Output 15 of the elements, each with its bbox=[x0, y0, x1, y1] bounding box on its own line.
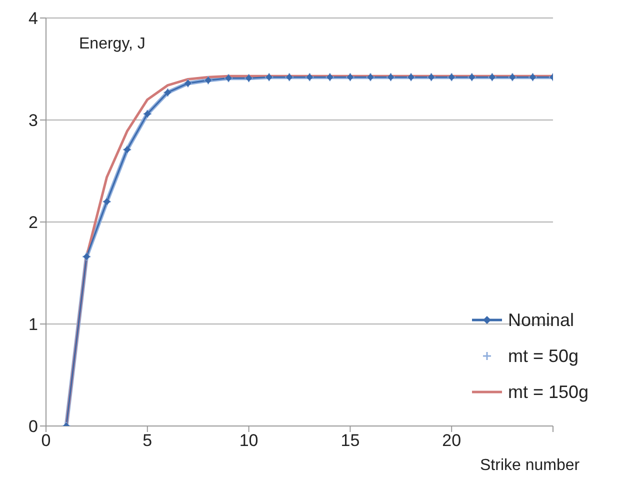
y-axis-title: Energy, J bbox=[79, 35, 146, 52]
y-tick-label: 4 bbox=[28, 9, 38, 28]
y-tick-label: 0 bbox=[28, 417, 38, 436]
y-tick-label: 3 bbox=[28, 111, 38, 130]
x-tick-label: 5 bbox=[142, 431, 152, 450]
x-tick-label: 15 bbox=[340, 431, 360, 450]
x-tick-label: 10 bbox=[239, 431, 258, 450]
x-tick-label: 20 bbox=[442, 431, 462, 450]
legend-label: mt = 150g bbox=[508, 382, 589, 402]
y-tick-label: 2 bbox=[28, 213, 38, 232]
legend-label: mt = 50g bbox=[508, 346, 579, 366]
x-axis-title: Strike number bbox=[480, 457, 580, 475]
legend-label: Nominal bbox=[508, 310, 574, 330]
y-tick-label: 1 bbox=[28, 315, 38, 334]
x-tick-label: 0 bbox=[41, 431, 51, 450]
